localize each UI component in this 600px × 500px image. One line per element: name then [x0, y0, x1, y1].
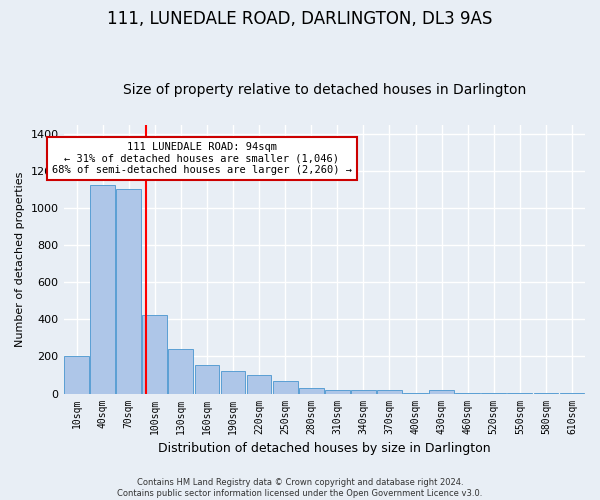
- Title: Size of property relative to detached houses in Darlington: Size of property relative to detached ho…: [122, 83, 526, 97]
- Bar: [247, 375, 271, 394]
- Bar: [64, 356, 89, 394]
- Bar: [403, 392, 428, 394]
- Bar: [429, 390, 454, 394]
- Y-axis label: Number of detached properties: Number of detached properties: [15, 172, 25, 346]
- Bar: [481, 392, 506, 394]
- Bar: [455, 392, 480, 394]
- Bar: [351, 390, 376, 394]
- Bar: [377, 390, 402, 394]
- Bar: [169, 349, 193, 394]
- Bar: [273, 382, 298, 394]
- Bar: [142, 314, 167, 394]
- Bar: [116, 190, 141, 394]
- Bar: [299, 388, 323, 394]
- Bar: [90, 185, 115, 394]
- Bar: [533, 392, 558, 394]
- Bar: [560, 392, 584, 394]
- Bar: [508, 392, 532, 394]
- Bar: [325, 390, 350, 394]
- Text: 111, LUNEDALE ROAD, DARLINGTON, DL3 9AS: 111, LUNEDALE ROAD, DARLINGTON, DL3 9AS: [107, 10, 493, 28]
- Text: Contains HM Land Registry data © Crown copyright and database right 2024.
Contai: Contains HM Land Registry data © Crown c…: [118, 478, 482, 498]
- Text: 111 LUNEDALE ROAD: 94sqm
← 31% of detached houses are smaller (1,046)
68% of sem: 111 LUNEDALE ROAD: 94sqm ← 31% of detach…: [52, 142, 352, 175]
- X-axis label: Distribution of detached houses by size in Darlington: Distribution of detached houses by size …: [158, 442, 491, 455]
- Bar: [194, 365, 220, 394]
- Bar: [221, 372, 245, 394]
